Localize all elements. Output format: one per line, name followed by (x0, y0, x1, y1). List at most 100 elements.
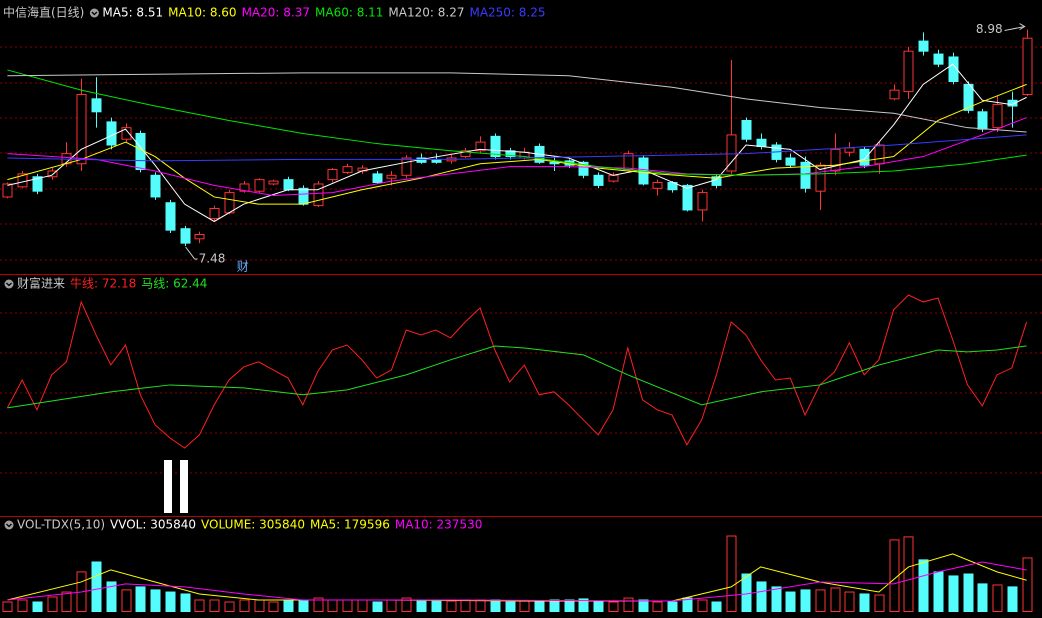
candle-body (475, 141, 486, 152)
legend-label: VOLUME: 305840 (201, 518, 305, 532)
volume-bar (283, 599, 294, 613)
candle-body (298, 187, 309, 205)
annotation-arrow (1004, 26, 1025, 32)
candle-body (313, 183, 324, 207)
candle-body (593, 174, 604, 186)
volume-bar (874, 594, 885, 613)
series-line (7, 134, 1027, 162)
candle-body (47, 170, 58, 178)
volume-bar (564, 599, 575, 613)
candle-body (933, 53, 944, 65)
series-line (7, 117, 1027, 197)
volume-bar (800, 589, 811, 613)
volume-bar (785, 591, 796, 612)
panel-title: VOL-TDX(5,10) (17, 518, 105, 532)
candle-body (254, 179, 265, 192)
series-line (7, 72, 1027, 133)
menu-icon-arrow (91, 11, 98, 16)
volume-bar (446, 600, 457, 612)
chart-title: 中信海直(日线) (3, 5, 84, 20)
volume-bar (239, 599, 250, 613)
volume-bar (593, 601, 604, 613)
annotation-arrow (185, 246, 196, 260)
annotation-arrowhead (1019, 23, 1026, 30)
volume-bar (490, 599, 501, 613)
series-line (7, 63, 1027, 223)
candle-body (327, 169, 338, 181)
annotation-label: 财 (237, 260, 249, 274)
volume-bar (948, 575, 959, 613)
candle-body (800, 161, 811, 189)
candle-body (150, 174, 161, 198)
candle-body (963, 83, 974, 111)
volume-bar (726, 535, 737, 612)
volume-bar (711, 601, 722, 613)
volume-bar (106, 581, 117, 613)
legend-label: MA250: 8.25 (469, 6, 545, 20)
volume-bar (815, 589, 826, 613)
candle-body (756, 138, 767, 147)
candle-body (180, 228, 191, 244)
candle-body (785, 157, 796, 166)
candle-body (460, 150, 471, 158)
volume-bar (209, 599, 220, 613)
candle-body (977, 111, 988, 130)
candle-body (1007, 99, 1018, 107)
volume-bar (357, 599, 368, 613)
candle-body (844, 147, 855, 153)
annotation-label: 8.98 (976, 22, 1003, 36)
volume-bar (903, 536, 914, 612)
candle-body (2, 183, 13, 198)
volume-bar (165, 591, 176, 612)
volume-bar (638, 599, 649, 613)
candle-body (121, 127, 132, 140)
annotation-label: 7.48 (199, 252, 226, 266)
volume-bar (933, 571, 944, 612)
volume-bar (17, 599, 28, 613)
candle-body (224, 192, 235, 214)
volume-bar (918, 559, 929, 613)
volume-bar (534, 601, 545, 613)
volume-bar (313, 597, 324, 613)
candle-body (859, 148, 870, 166)
volume-bar (756, 581, 767, 613)
candle-body (268, 180, 279, 185)
candle-body (106, 121, 117, 146)
candle-body (889, 89, 900, 100)
volume-bar (180, 593, 191, 612)
legend-label: MA10: 8.60 (168, 6, 236, 20)
volume-bar (327, 599, 338, 613)
candle-body (194, 233, 205, 240)
candle-body (697, 192, 708, 211)
legend-label: 马线: 62.44 (141, 277, 207, 291)
volume-bar (1007, 586, 1018, 612)
series-line (7, 345, 1027, 409)
candle-body (652, 182, 663, 189)
volume-bar (401, 597, 412, 613)
candle-body (682, 184, 693, 211)
legend-label: MA5: 179596 (310, 518, 390, 532)
volume-bar (623, 597, 634, 613)
volume-bar (519, 600, 530, 612)
volume-bar (667, 601, 678, 613)
candle-body (209, 208, 220, 220)
candle-body (741, 119, 752, 140)
volume-bar (342, 599, 353, 613)
candle-body (372, 173, 383, 184)
volume-bar (431, 599, 442, 613)
volume-bar (771, 586, 782, 612)
candle-body (505, 150, 516, 158)
candle-body (76, 93, 87, 165)
candle-body (17, 173, 28, 188)
candle-body (903, 50, 914, 93)
series-line (6, 294, 1028, 449)
menu-icon (4, 279, 14, 289)
candle-body (91, 98, 102, 113)
volume-bar (386, 599, 397, 613)
candle-body (815, 164, 826, 192)
legend-label: MA120: 8.27 (388, 6, 464, 20)
series-line (7, 83, 1027, 205)
volume-bar (416, 599, 427, 613)
volume-bar (460, 599, 471, 613)
